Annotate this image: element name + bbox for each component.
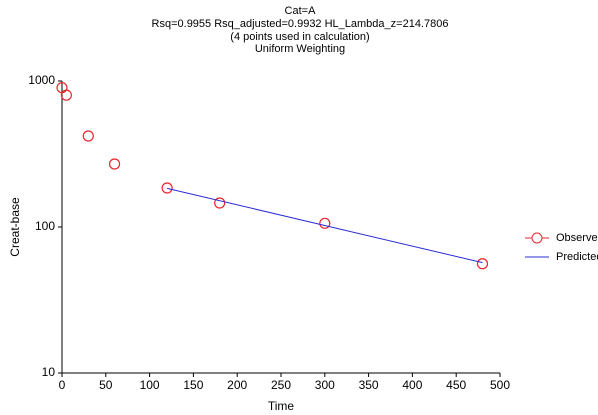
x-tick-label: 500 — [490, 378, 510, 392]
observed-point — [108, 158, 121, 170]
y-axis-label: Creat-base — [8, 197, 22, 257]
observed-point — [60, 89, 72, 101]
y-tick-label: 1000 — [28, 73, 55, 87]
x-tick-label: 0 — [59, 378, 66, 392]
x-tick-label: 450 — [446, 378, 466, 392]
observed-point — [161, 182, 173, 194]
x-tick-label: 100 — [140, 378, 160, 392]
x-tick-label: 250 — [271, 378, 291, 392]
legend-label: Predicted — [556, 251, 598, 263]
predicted-line — [167, 187, 483, 264]
x-axis-label: Time — [268, 399, 295, 413]
x-tick-label: 350 — [359, 378, 379, 392]
legend-swatch — [531, 232, 543, 244]
chart-subtitle: Uniform Weighting — [255, 43, 345, 55]
x-tick-label: 400 — [402, 378, 422, 392]
chart-subtitle: Rsq=0.9955 Rsq_adjusted=0.9932 HL_Lambda… — [152, 18, 449, 30]
y-tick-label: 100 — [35, 219, 55, 233]
x-tick-label: 300 — [315, 378, 335, 392]
observed-point — [82, 130, 94, 142]
legend-label: Observed — [556, 232, 598, 244]
y-tick-label: 10 — [42, 365, 56, 379]
chart-title: Cat=A — [285, 5, 317, 17]
x-tick-label: 200 — [227, 378, 247, 392]
observed-point — [214, 197, 226, 209]
x-tick-label: 150 — [183, 378, 203, 392]
x-tick-label: 50 — [99, 378, 113, 392]
observed-point — [319, 217, 331, 229]
chart-subtitle: (4 points used in calculation) — [230, 31, 369, 43]
observed-point — [476, 258, 489, 270]
